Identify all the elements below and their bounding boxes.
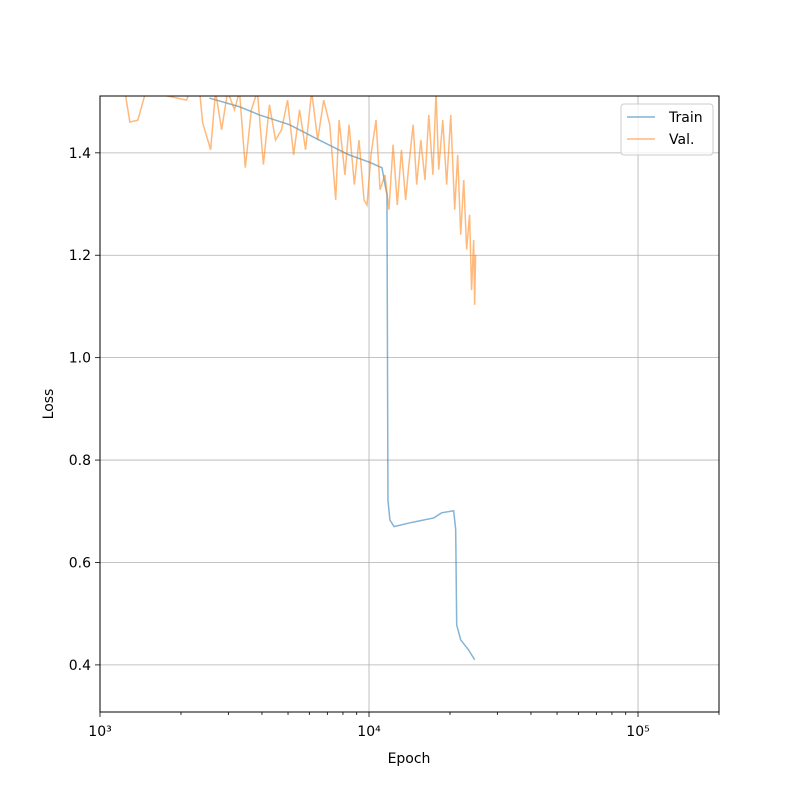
plot-frame <box>99 95 720 713</box>
y-tick-label: 1.4 <box>69 146 91 162</box>
legend-label: Val. <box>669 132 694 148</box>
line-series <box>124 96 477 305</box>
x-axis-label: Epoch <box>388 751 431 767</box>
y-tick-label: 1.0 <box>69 351 91 367</box>
x-tick-label: 10⁴ <box>357 724 381 740</box>
x-tick-label: 10³ <box>88 724 111 740</box>
y-axis-label: Loss <box>41 389 57 420</box>
y-tick-label: 0.6 <box>69 555 91 571</box>
y-tick-label: 0.4 <box>69 658 91 674</box>
plot-lines <box>124 96 477 661</box>
ticks: 10³ 10⁴ 10⁵ 0.4 0.6 0.8 1.0 1.2 1.4 <box>69 146 720 740</box>
legend-label: Train <box>668 110 703 126</box>
y-tick-label: 0.8 <box>69 453 91 469</box>
legend: Train Val. <box>620 103 714 156</box>
y-tick-label: 1.2 <box>69 248 91 264</box>
x-tick-label: 10⁵ <box>626 724 649 740</box>
line-series <box>209 97 476 661</box>
